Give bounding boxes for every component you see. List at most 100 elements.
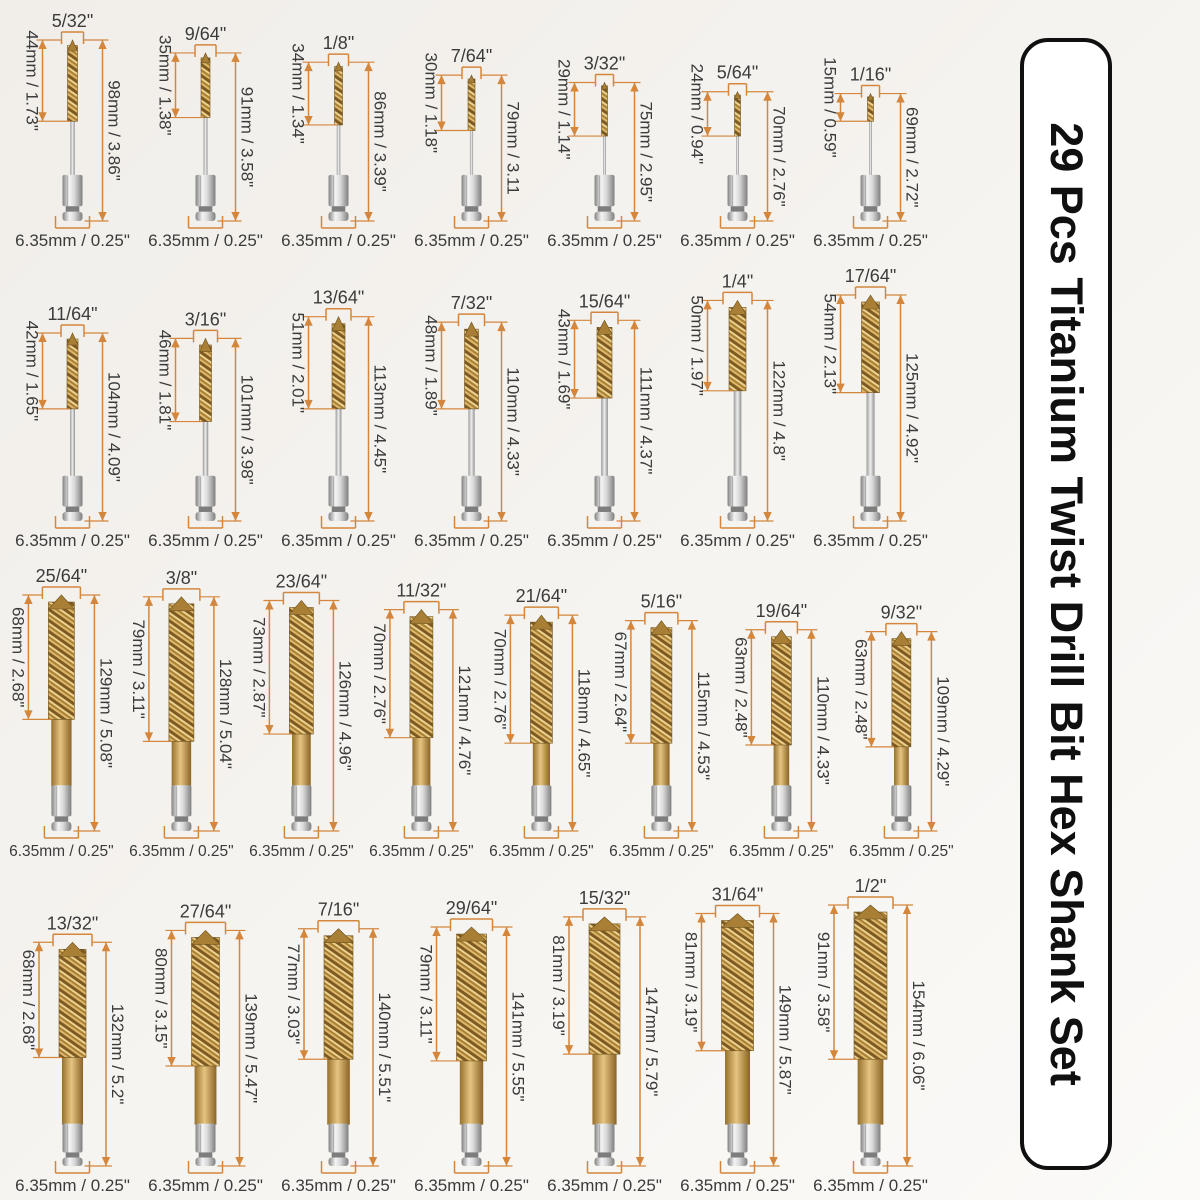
total-length-label: 139mm / 5.47": [242, 993, 261, 1103]
shank-diameter-label: 6.35mm / 0.25": [369, 843, 474, 860]
hex-shank: [195, 475, 216, 507]
size-label: 31/64": [712, 884, 763, 904]
flute: [48, 601, 75, 720]
drill-bit-figure: 11/32" 70mm / 2.76" 121mm / 4.76" 6.35mm / …: [369, 581, 474, 860]
drill-bit-figure: 11/64" 42mm / 1.65" 104mm / 4.09" 6.35mm / …: [15, 304, 130, 550]
shank-diameter-label: 6.35mm / 0.25": [414, 231, 529, 250]
total-length-label: 75mm / 2.95": [637, 101, 656, 202]
drill-bit-cell: 7/16" 77mm / 3.03" 140mm / 5.51" 6.35mm / 0…: [276, 865, 409, 1200]
drill-bit: [860, 294, 881, 521]
drill-bit-cell: 21/64" 70mm / 2.76" 118mm / 4.65" 6.35mm / …: [485, 555, 605, 865]
size-label: 3/8": [166, 568, 197, 588]
total-length-label: 128mm / 5.04": [216, 659, 235, 769]
drill-bit: [62, 332, 83, 521]
drill-bit: [461, 74, 482, 221]
drill-bit-figure: 9/32" 63mm / 2.48" 109mm / 4.29" 6.35mm / 0…: [849, 603, 954, 860]
total-length-label: 79mm / 3.11: [504, 101, 523, 194]
drill-tip: [464, 321, 479, 337]
hex-shank: [860, 1123, 881, 1153]
drill-bit-cell: 1/8" 34mm / 1.34" 86mm / 3.39" 6.35mm / 0.2…: [276, 0, 409, 255]
total-length-label: 126mm / 4.96": [335, 661, 354, 771]
drill-row-2: 11/64" 42mm / 1.65" 104mm / 4.09" 6.35mm / …: [10, 255, 945, 555]
shank-diameter-label: 6.35mm / 0.25": [547, 531, 662, 550]
flute: [289, 607, 314, 735]
drill-bit: [195, 337, 216, 521]
shank-diameter-label: 6.35mm / 0.25": [680, 531, 795, 550]
drill-bit: [47, 594, 76, 831]
hex-shank: [171, 785, 192, 817]
drill-bit-figure: 5/16" 67mm / 2.64" 115mm / 4.53" 6.35mm / 0…: [609, 592, 714, 860]
drill-bit-cell: 3/8" 79mm / 3.11" 128mm / 5.04" 6.35mm / 0.…: [125, 555, 245, 865]
shank-diameter-label: 6.35mm / 0.25": [281, 531, 396, 550]
flute-length-label: 42mm / 1.65": [23, 321, 42, 422]
size-label: 1/2": [855, 876, 886, 896]
total-length-label: 104mm / 4.09": [105, 372, 124, 482]
hex-shank: [461, 475, 482, 507]
drill-bit-figure: 1/2" 91mm / 3.58" 154mm / 6.06" 6.35mm / 0.…: [813, 876, 928, 1195]
flute-length-label: 70mm / 2.76": [370, 623, 389, 724]
flute: [734, 94, 741, 137]
hex-shank: [328, 174, 349, 207]
hex-shank: [51, 785, 72, 817]
shank-diameter-label: 6.35mm / 0.25": [414, 531, 529, 550]
shank-diameter-label: 6.35mm / 0.25": [813, 1176, 928, 1195]
drill-bit-cell: 7/64" 30mm / 1.18" 79mm / 3.11 6.35mm / 0.2…: [409, 0, 542, 255]
drill-bit-figure: 7/64" 30mm / 1.18" 79mm / 3.11 6.35mm / 0.2…: [414, 46, 529, 250]
flute: [601, 85, 608, 137]
flute: [861, 301, 880, 393]
total-length-label: 129mm / 5.08": [96, 658, 115, 768]
hex-shank: [62, 174, 83, 207]
flute: [409, 616, 434, 738]
shank-diameter-label: 6.35mm / 0.25": [15, 231, 130, 250]
drill-bit-cell: 9/64" 35mm / 1.38" 91mm / 3.58" 6.35mm / 0.…: [143, 0, 276, 255]
flute: [200, 57, 211, 118]
drill-bit-figure: 5/64" 24mm / 0.94" 70mm / 2.76" 6.35mm / 0.…: [680, 63, 795, 250]
flute: [456, 933, 487, 1062]
size-label: 13/32": [47, 913, 98, 933]
total-length-label: 98mm / 3.86": [105, 80, 124, 181]
hex-shank: [62, 1123, 83, 1153]
drill-tip: [168, 596, 195, 612]
flute: [191, 937, 220, 1067]
size-label: 1/4": [722, 271, 753, 291]
drill-bit-cell: 15/32" 81mm / 3.19" 147mm / 5.79" 6.35mm / …: [542, 865, 675, 1200]
hex-shank: [461, 1123, 482, 1153]
drill-tip: [867, 92, 874, 101]
hex-shank: [651, 785, 672, 817]
size-label: 5/64": [717, 63, 758, 83]
flute-length-label: 81mm / 3.19": [549, 935, 568, 1036]
size-label: 9/64": [185, 24, 226, 44]
size-label: 11/64": [47, 304, 97, 324]
drill-bit-figure: 1/4" 50mm / 1.97" 122mm / 4.8" 6.35mm / 0.2…: [680, 271, 795, 550]
shank-diameter-label: 6.35mm / 0.25": [281, 1176, 396, 1195]
drill-bit: [853, 904, 888, 1166]
drill-tip: [409, 609, 434, 624]
hex-shank: [594, 475, 615, 507]
total-length-label: 149mm / 5.87": [776, 985, 795, 1095]
shank-diameter-label: 6.35mm / 0.25": [813, 531, 928, 550]
total-length-label: 109mm / 4.29": [933, 676, 952, 786]
drill-bit-figure: 15/32" 81mm / 3.19" 147mm / 5.79" 6.35mm / …: [547, 888, 662, 1195]
total-length-label: 121mm / 4.76": [455, 665, 474, 775]
drill-bit: [455, 926, 488, 1166]
drill-tip: [728, 299, 747, 315]
size-label: 3/32": [584, 53, 625, 73]
shank-diameter-label: 6.35mm / 0.25": [680, 231, 795, 250]
drill-bit: [328, 315, 349, 521]
drill-bit-cell: 29/64" 79mm / 3.11" 141mm / 5.55" 6.35mm / …: [409, 865, 542, 1200]
flute-length-label: 30mm / 1.18": [422, 53, 441, 154]
size-label: 19/64": [756, 601, 807, 621]
hex-shank: [727, 1123, 748, 1153]
hex-shank: [771, 785, 792, 817]
drill-bit: [62, 39, 83, 221]
flute-length-label: 34mm / 1.34": [289, 43, 308, 144]
flute-length-label: 81mm / 3.19": [682, 932, 701, 1033]
drill-bit-cell: 23/64" 73mm / 2.87" 126mm / 4.96" 6.35mm / …: [245, 555, 365, 865]
flute-length-label: 15mm / 0.59": [821, 57, 840, 158]
hex-shank: [328, 475, 349, 507]
flute-length-label: 80mm / 3.15": [152, 948, 171, 1049]
size-label: 7/64": [451, 46, 492, 66]
drill-tip: [288, 600, 315, 615]
drill-bit: [588, 916, 621, 1166]
drill-tip: [455, 926, 488, 942]
